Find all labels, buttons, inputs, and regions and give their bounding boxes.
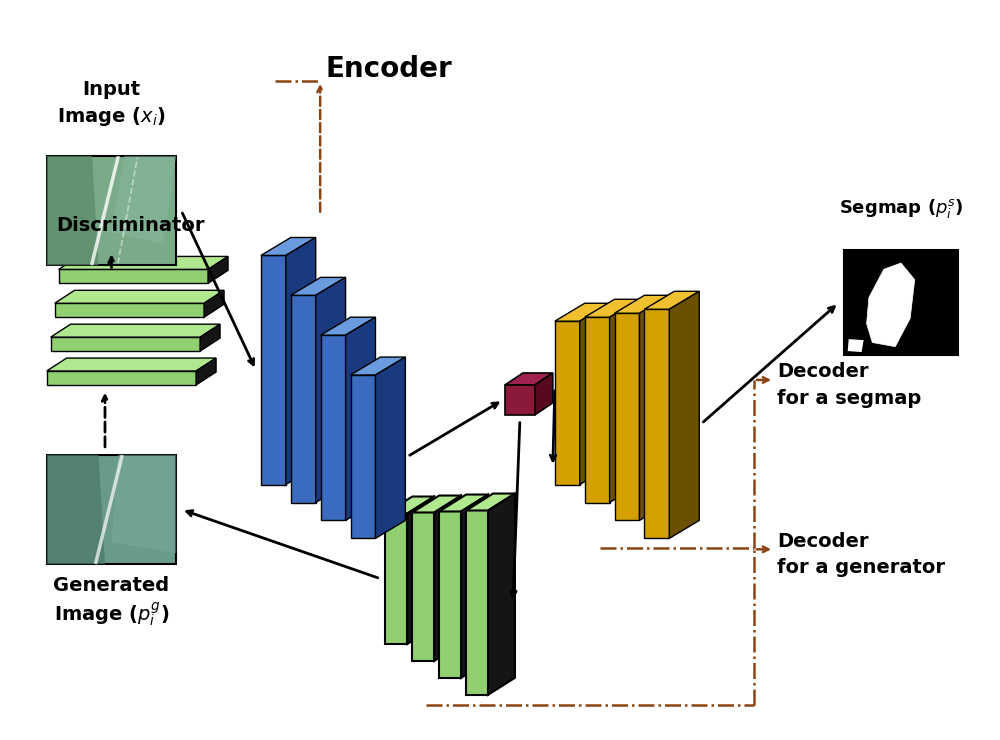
Polygon shape [488,494,515,695]
Polygon shape [47,454,105,565]
Polygon shape [580,303,610,485]
Polygon shape [639,295,669,520]
Polygon shape [610,299,639,502]
Polygon shape [261,238,316,255]
Polygon shape [204,290,224,317]
Polygon shape [47,358,216,371]
Polygon shape [461,494,488,678]
Text: Generated
Image ($p_i^g$): Generated Image ($p_i^g$) [53,576,170,629]
Polygon shape [47,156,176,266]
Polygon shape [505,373,553,385]
Polygon shape [385,497,434,514]
Polygon shape [466,494,515,511]
Polygon shape [316,278,346,502]
Polygon shape [439,494,488,511]
Polygon shape [321,335,346,520]
Polygon shape [644,309,669,539]
Text: Discriminator: Discriminator [57,215,205,235]
Polygon shape [615,313,639,520]
Polygon shape [351,357,405,375]
Polygon shape [55,303,204,317]
Polygon shape [286,238,316,485]
Polygon shape [111,454,176,554]
Polygon shape [47,156,99,266]
Polygon shape [47,454,176,565]
Polygon shape [848,339,864,352]
Polygon shape [844,250,958,355]
Polygon shape [51,337,200,351]
Polygon shape [585,299,639,317]
Polygon shape [505,385,535,415]
Polygon shape [669,292,699,539]
Polygon shape [867,263,915,346]
Polygon shape [321,317,375,335]
Polygon shape [375,357,405,539]
Polygon shape [291,278,346,295]
Text: Segmap ($p_i^s$): Segmap ($p_i^s$) [839,198,963,221]
Polygon shape [346,317,375,520]
Polygon shape [555,321,580,485]
Polygon shape [55,290,224,303]
Polygon shape [208,257,228,283]
Polygon shape [196,358,216,385]
Polygon shape [644,292,699,309]
Polygon shape [535,373,553,415]
Polygon shape [51,324,220,337]
Polygon shape [615,295,669,313]
Polygon shape [351,375,375,539]
Polygon shape [585,317,610,502]
Polygon shape [200,324,220,351]
Polygon shape [59,269,208,283]
Text: Input
Image ($x_i$): Input Image ($x_i$) [57,81,166,127]
Polygon shape [555,303,610,321]
Polygon shape [59,257,228,269]
Polygon shape [385,514,407,644]
Polygon shape [291,295,316,502]
Polygon shape [412,513,434,661]
Polygon shape [111,156,176,243]
Polygon shape [407,497,434,644]
Polygon shape [261,255,286,485]
Polygon shape [412,496,461,513]
Text: Decoder
for a generator: Decoder for a generator [777,531,945,577]
Polygon shape [434,496,461,661]
Text: Encoder: Encoder [325,56,452,83]
Text: Decoder
for a segmap: Decoder for a segmap [777,362,921,408]
Polygon shape [466,511,488,695]
Polygon shape [439,511,461,678]
Polygon shape [47,371,196,385]
